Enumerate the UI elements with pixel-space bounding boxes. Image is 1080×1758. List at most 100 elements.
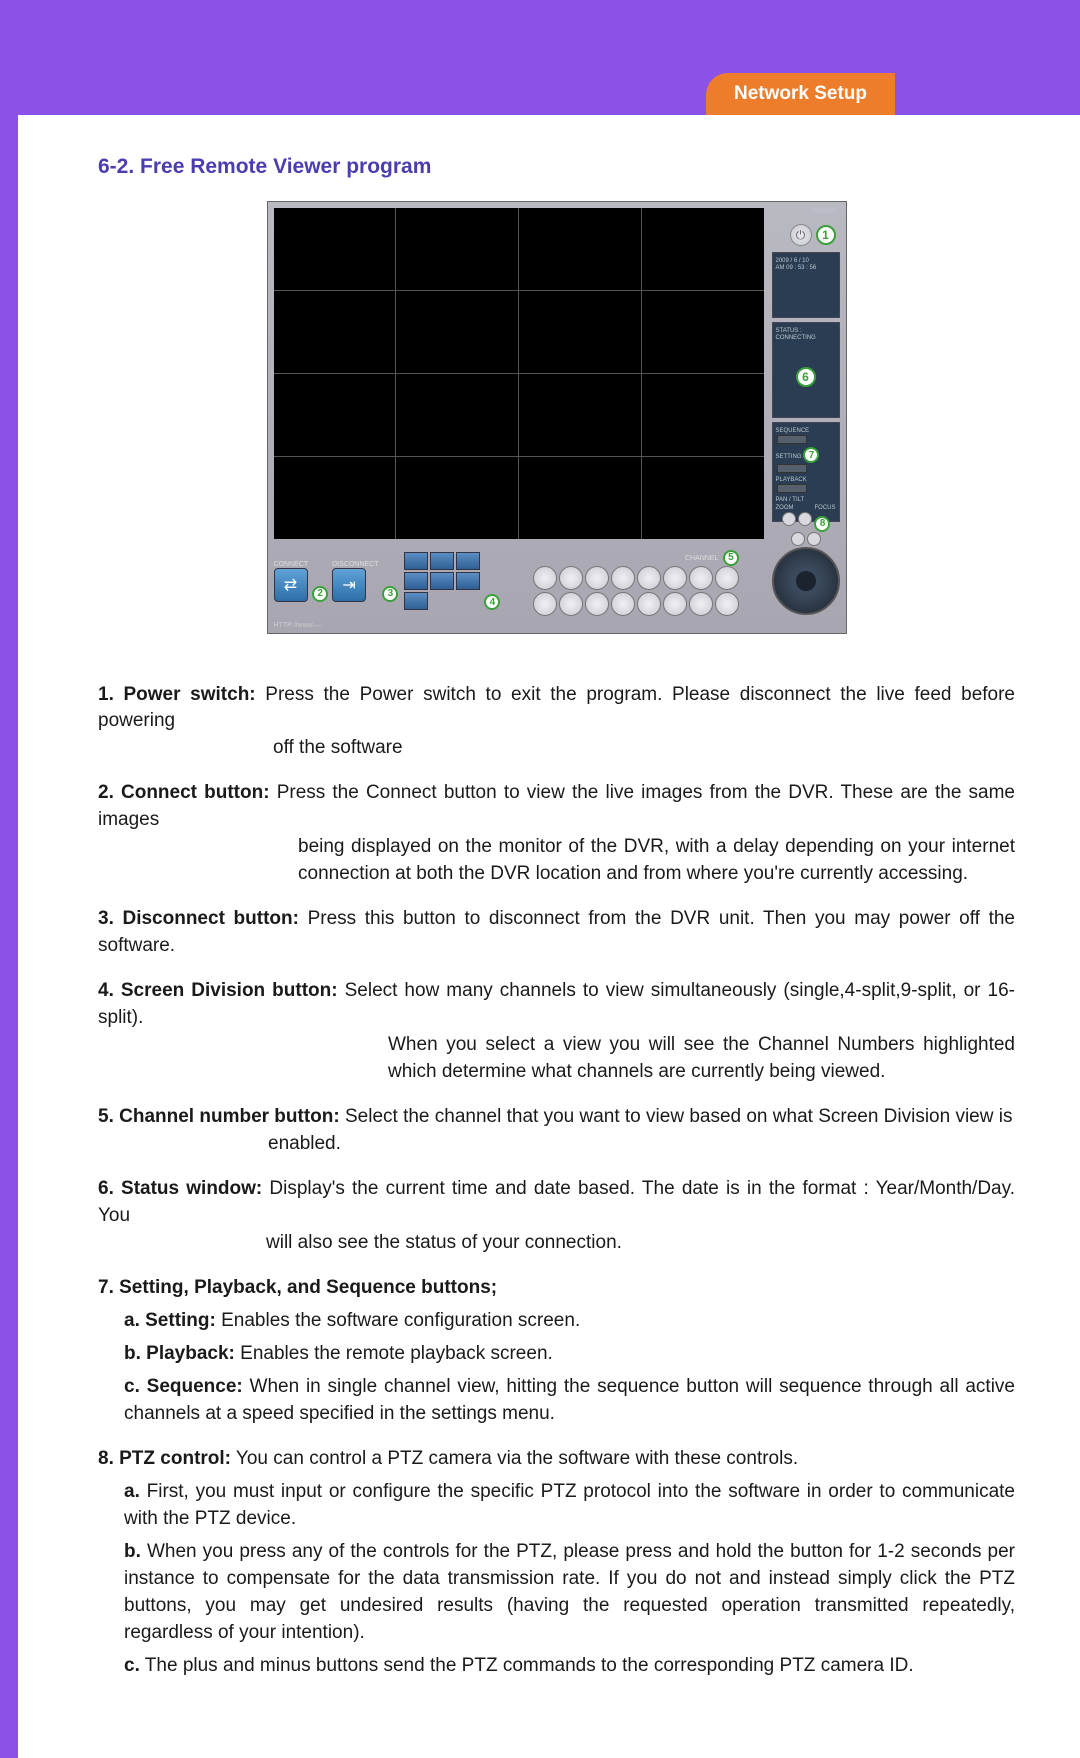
split-button[interactable] [404, 552, 428, 570]
time-text: AM 09 : 53 : 56 [776, 265, 836, 271]
power-icon[interactable]: ⏻ [790, 224, 812, 246]
video-cell [642, 457, 764, 539]
dvr-viewer-mock: POWER ⏻ 1 2009 / 6 / 10 AM 09 : 53 : 56 … [267, 201, 847, 634]
sub-lead: c. [124, 1655, 140, 1676]
split-button[interactable] [430, 552, 454, 570]
split-button[interactable] [430, 572, 454, 590]
page-body: 6-2. Free Remote Viewer program POWER ⏻ … [0, 115, 1080, 1758]
zoom-in-button[interactable] [782, 512, 796, 526]
channel-button[interactable] [585, 566, 609, 590]
status-label: STATUS : [776, 328, 836, 334]
channel-button[interactable] [689, 592, 713, 616]
sub-item: b. Playback: Enables the remote playback… [124, 1341, 1015, 1368]
item-text: Select the channel that you want to view… [340, 1106, 1013, 1127]
callout-3: 3 [382, 586, 398, 602]
channel-button[interactable] [533, 566, 557, 590]
disconnect-label: DISCONNECT [332, 561, 378, 568]
sub-item: c. The plus and minus buttons send the P… [124, 1653, 1015, 1680]
channel-button[interactable] [715, 592, 739, 616]
channel-button[interactable] [637, 592, 661, 616]
video-cell [274, 208, 396, 290]
video-cell [274, 291, 396, 373]
channel-button[interactable] [689, 566, 713, 590]
channel-button[interactable] [585, 592, 609, 616]
sub-lead: a. [124, 1481, 140, 1502]
item-lead: 2. Connect button: [98, 782, 270, 803]
split-button[interactable] [456, 572, 480, 590]
sub-item: c. Sequence: When in single channel view… [124, 1374, 1015, 1428]
focus-out-button[interactable] [807, 532, 821, 546]
channel-button[interactable] [637, 566, 661, 590]
pantilt-label: PAN / TILT [776, 497, 836, 503]
video-grid [274, 208, 764, 539]
video-cell [274, 457, 396, 539]
status-value: CONNECTING [776, 335, 836, 341]
section-title: 6-2. Free Remote Viewer program [98, 155, 1015, 179]
ptz-pad[interactable] [772, 547, 840, 615]
channel-button[interactable] [533, 592, 557, 616]
callout-7: 7 [803, 447, 819, 463]
connect-button[interactable]: ⇄ [274, 568, 308, 602]
sub-text: Enables the remote playback screen. [235, 1343, 553, 1364]
sub-text: Enables the software configuration scree… [216, 1310, 580, 1331]
description-item: 7. Setting, Playback, and Sequence butto… [98, 1275, 1015, 1428]
bottom-bar: CONNECT ⇄ 2 DISCONNECT ⇥ 3 [268, 543, 846, 622]
video-cell [274, 374, 396, 456]
description-item: 2. Connect button: Press the Connect but… [98, 780, 1015, 888]
sub-lead: b. Playback: [124, 1343, 235, 1364]
sub-list: a. First, you must input or configure th… [98, 1479, 1015, 1680]
video-cell [519, 291, 641, 373]
channel-button[interactable] [559, 592, 583, 616]
playback-button[interactable] [777, 484, 807, 493]
video-cell [396, 208, 518, 290]
sub-lead: b. [124, 1541, 141, 1562]
item-lead: 3. Disconnect button: [98, 908, 299, 929]
sub-item: b. When you press any of the controls fo… [124, 1539, 1015, 1647]
focus-in-button[interactable] [791, 532, 805, 546]
setting-button[interactable] [777, 464, 807, 473]
channel-label: CHANNEL [685, 555, 718, 562]
disconnect-button[interactable]: ⇥ [332, 568, 366, 602]
split-button[interactable] [456, 552, 480, 570]
zoom-out-button[interactable] [798, 512, 812, 526]
sub-list: a. Setting: Enables the software configu… [98, 1308, 1015, 1428]
item-continuation: off the software [98, 735, 1015, 762]
item-continuation: will also see the status of your connect… [98, 1230, 1015, 1257]
callout-5: 5 [723, 550, 739, 566]
split-button[interactable] [404, 572, 428, 590]
side-panel: POWER ⏻ 1 2009 / 6 / 10 AM 09 : 53 : 56 … [770, 202, 842, 530]
item-continuation: being displayed on the monitor of the DV… [98, 834, 1015, 888]
callout-6: 6 [796, 367, 816, 387]
video-cell [642, 374, 764, 456]
split-button[interactable] [404, 592, 428, 610]
screenshot-figure: POWER ⏻ 1 2009 / 6 / 10 AM 09 : 53 : 56 … [98, 201, 1015, 634]
channel-button[interactable] [611, 566, 635, 590]
video-cell [396, 291, 518, 373]
item-continuation: enabled. [98, 1131, 1015, 1158]
video-cell [519, 374, 641, 456]
callout-1: 1 [816, 225, 836, 245]
callout-4: 4 [484, 594, 500, 610]
channel-button[interactable] [715, 566, 739, 590]
item-lead: 7. Setting, Playback, and Sequence butto… [98, 1277, 497, 1298]
sequence-button[interactable] [777, 435, 807, 444]
description-item: 8. PTZ control: You can control a PTZ ca… [98, 1446, 1015, 1680]
item-text: You can control a PTZ camera via the sof… [231, 1448, 798, 1469]
channel-button[interactable] [663, 592, 687, 616]
channel-button[interactable] [611, 592, 635, 616]
status-block: STATUS : CONNECTING 6 [772, 322, 840, 418]
item-continuation: When you select a view you will see the … [98, 1032, 1015, 1086]
zoom-label: ZOOM [776, 505, 794, 511]
connect-label: CONNECT [274, 561, 309, 568]
date-text: 2009 / 6 / 10 [776, 258, 836, 264]
video-cell [642, 208, 764, 290]
channel-button[interactable] [559, 566, 583, 590]
datetime-block: 2009 / 6 / 10 AM 09 : 53 : 56 [772, 252, 840, 318]
video-cell [519, 208, 641, 290]
control-block: SEQUENCE SETTING 7 PLAYBACK PAN / TILT Z… [772, 422, 840, 522]
channel-button[interactable] [663, 566, 687, 590]
sub-lead: c. Sequence: [124, 1376, 243, 1397]
power-label: POWER [813, 209, 836, 215]
description-item: 6. Status window: Display's the current … [98, 1176, 1015, 1257]
video-cell [396, 457, 518, 539]
